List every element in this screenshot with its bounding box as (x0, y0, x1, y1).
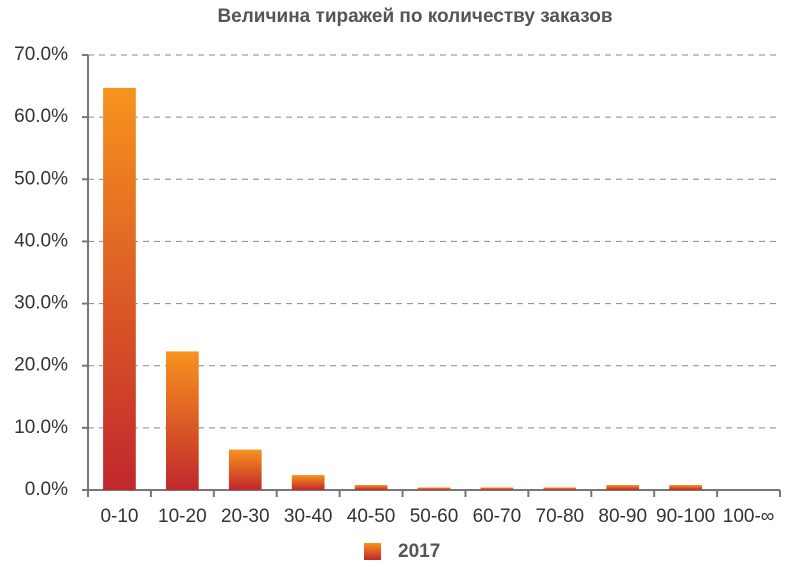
legend-swatch (364, 543, 381, 560)
chart-title: Величина тиражей по количеству заказов (217, 6, 612, 27)
bar (354, 485, 388, 490)
x-tick-label: 30-40 (284, 506, 333, 527)
bar (480, 487, 514, 490)
bar (417, 487, 451, 490)
bar (543, 487, 577, 490)
y-tick-label: 70.0% (14, 44, 68, 65)
y-tick-label: 10.0% (14, 417, 68, 438)
y-tick-label: 50.0% (14, 168, 68, 189)
x-tick-label: 80-90 (598, 506, 647, 527)
x-tick-label: 0-10 (100, 506, 138, 527)
x-tick-label: 90-100 (656, 506, 715, 527)
y-tick-label: 40.0% (14, 230, 68, 251)
x-tick-label: 40-50 (347, 506, 396, 527)
bar (228, 449, 262, 490)
bar (291, 475, 325, 490)
x-tick-label: 70-80 (536, 506, 585, 527)
x-tick-label: 20-30 (221, 506, 270, 527)
y-tick-label: 20.0% (14, 355, 68, 376)
bar (166, 351, 199, 490)
bar (669, 485, 702, 490)
y-tick-label: 30.0% (14, 293, 68, 314)
x-tick-label: 10-20 (158, 506, 207, 527)
x-tick-label: 100-∞ (723, 506, 775, 527)
bar (103, 87, 136, 490)
y-tick-label: 0.0% (25, 479, 68, 500)
legend-label: 2017 (398, 541, 440, 562)
x-tick-label: 50-60 (410, 506, 459, 527)
bar (606, 485, 640, 490)
x-tick-label: 60-70 (473, 506, 522, 527)
y-tick-label: 60.0% (14, 106, 68, 127)
